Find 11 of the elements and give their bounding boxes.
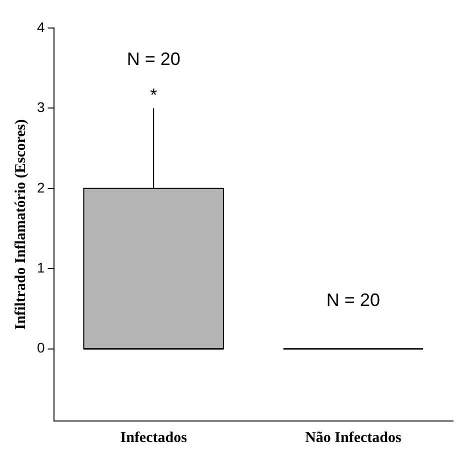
- y-tick-label: 4: [36, 18, 45, 35]
- y-tick-label: 1: [36, 259, 45, 276]
- y-tick-label: 2: [36, 179, 45, 196]
- annotation: *: [150, 85, 158, 106]
- y-tick-label: 0: [36, 340, 45, 356]
- x-tick-label: Infectados: [120, 430, 188, 446]
- annotation: N = 20: [326, 290, 380, 310]
- y-axis-title: Infiltrado Inflamatório (Escores): [12, 119, 29, 330]
- annotation: N = 20: [126, 49, 180, 70]
- x-tick-label: Não Infectados: [305, 430, 402, 446]
- y-tick-label: 3: [36, 99, 45, 116]
